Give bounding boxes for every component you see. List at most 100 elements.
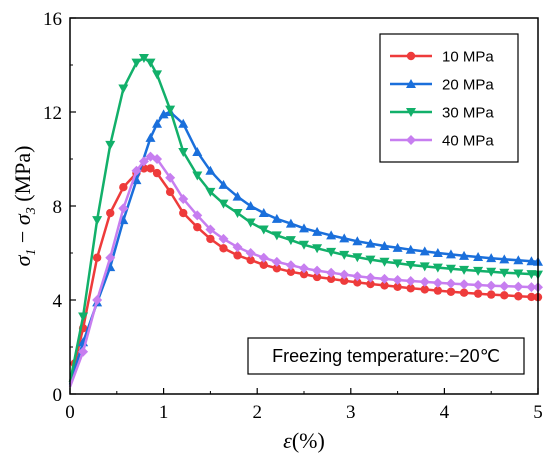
legend: 10 MPa 20 MPa 30 MPa 40 MPa — [379, 33, 519, 163]
data-point — [78, 346, 89, 357]
x-axis-unit: (%) — [292, 428, 325, 453]
data-point — [326, 247, 337, 257]
y-tick-label: 16 — [43, 9, 62, 30]
x-tick-label: 0 — [65, 402, 75, 423]
data-point — [432, 263, 443, 273]
series-0 — [68, 164, 543, 383]
data-point — [152, 70, 163, 80]
data-point — [232, 209, 243, 219]
data-point — [219, 244, 228, 253]
data-point — [473, 289, 483, 298]
annotation-text: Freezing temperature:−20℃ — [272, 346, 500, 366]
data-point — [299, 223, 309, 233]
data-point — [487, 290, 496, 299]
legend-label: 10 MPa — [442, 49, 494, 66]
data-point — [419, 262, 430, 272]
x-axis-symbol: ε — [283, 428, 292, 453]
data-point — [365, 255, 376, 265]
data-point — [178, 118, 189, 128]
y-axis-sub2: 3 — [24, 207, 39, 215]
data-point — [92, 295, 103, 305]
data-point — [152, 154, 163, 164]
y-axis-sigma2: σ — [10, 213, 35, 225]
data-point — [105, 252, 116, 263]
data-point — [312, 244, 323, 254]
legend-swatch-marker — [406, 79, 416, 88]
data-point — [419, 276, 430, 287]
data-point — [205, 165, 216, 175]
data-point — [246, 255, 255, 265]
data-point — [299, 240, 309, 250]
x-tick-label: 3 — [346, 402, 356, 423]
data-point — [232, 242, 243, 253]
data-point — [245, 218, 256, 228]
data-point — [392, 242, 403, 252]
data-point — [432, 248, 443, 257]
data-point — [271, 256, 282, 267]
data-point — [486, 267, 497, 277]
data-point — [326, 274, 336, 284]
data-point — [459, 250, 470, 260]
data-point — [312, 272, 322, 282]
data-point — [379, 257, 390, 267]
data-point — [312, 226, 323, 236]
data-point — [271, 231, 282, 241]
data-point — [192, 146, 203, 156]
data-point — [445, 249, 456, 259]
data-point — [445, 278, 456, 289]
data-point — [145, 132, 156, 142]
data-point — [486, 253, 497, 263]
y-axis-unit: (MPa) — [10, 146, 35, 208]
data-point — [353, 278, 362, 287]
data-point — [433, 286, 443, 295]
data-point — [419, 246, 430, 256]
data-point — [165, 172, 176, 183]
data-point — [380, 281, 389, 290]
y-tick-label: 12 — [43, 103, 62, 124]
x-tick-label: 4 — [440, 402, 450, 423]
data-point — [393, 282, 402, 292]
data-point — [285, 260, 296, 271]
legend-swatch-marker — [406, 108, 416, 117]
x-axis-title: ε(%) — [283, 428, 325, 453]
data-point — [352, 271, 363, 282]
data-point — [339, 233, 350, 243]
data-point — [420, 285, 429, 294]
data-point — [405, 260, 416, 270]
data-point — [218, 199, 229, 209]
data-point — [118, 203, 129, 214]
data-point — [152, 168, 162, 178]
data-point — [138, 156, 149, 167]
data-point — [205, 187, 216, 197]
data-point — [158, 109, 169, 119]
data-point — [118, 84, 129, 94]
data-point — [499, 281, 510, 292]
data-point — [285, 218, 296, 228]
data-point — [365, 272, 376, 283]
data-point — [365, 238, 376, 248]
annotation-box: Freezing temperature:−20℃ — [247, 337, 525, 375]
data-point — [218, 179, 229, 189]
data-point — [232, 191, 243, 201]
data-point — [486, 280, 497, 291]
data-point — [459, 279, 470, 290]
legend-item: 20 MPa — [390, 77, 494, 94]
data-point — [218, 233, 229, 244]
data-point — [513, 255, 524, 265]
data-point — [192, 210, 203, 221]
data-point — [259, 260, 268, 269]
data-point — [366, 279, 375, 289]
data-point — [92, 216, 103, 226]
data-point — [379, 273, 390, 284]
data-point — [432, 277, 443, 288]
legend-label: 30 MPa — [442, 105, 494, 122]
data-point — [271, 213, 282, 223]
data-point — [446, 287, 456, 296]
data-point — [286, 267, 296, 276]
y-tick-label: 0 — [53, 385, 63, 406]
data-point — [406, 284, 415, 293]
data-point — [526, 256, 537, 266]
data-point — [233, 251, 242, 260]
